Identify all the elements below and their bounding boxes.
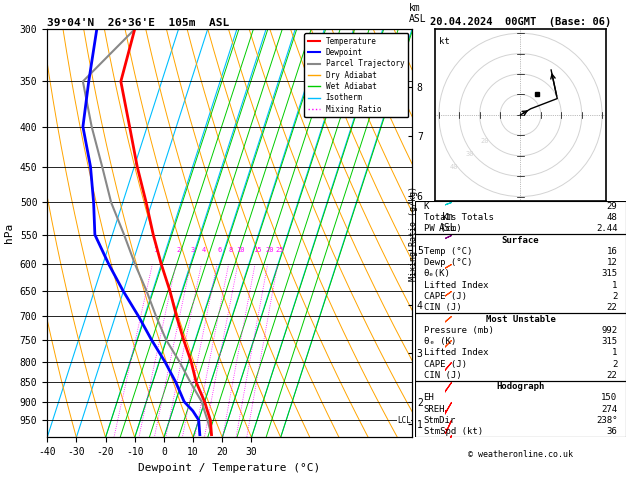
Text: PW (cm): PW (cm) (423, 225, 461, 233)
Text: 992: 992 (601, 326, 618, 335)
Text: Hodograph: Hodograph (496, 382, 545, 391)
Text: Temp (°C): Temp (°C) (423, 247, 472, 256)
Text: Mixing Ratio (g/kg): Mixing Ratio (g/kg) (409, 186, 418, 281)
Text: kt: kt (439, 37, 450, 46)
Text: 20.04.2024  00GMT  (Base: 06): 20.04.2024 00GMT (Base: 06) (430, 17, 611, 27)
Text: 1: 1 (612, 348, 618, 357)
Text: 10: 10 (236, 247, 244, 253)
Text: CIN (J): CIN (J) (423, 371, 461, 380)
Bar (415, 313, 626, 381)
Text: Surface: Surface (502, 236, 539, 244)
Text: Lifted Index: Lifted Index (423, 281, 488, 290)
Y-axis label: km
ASL: km ASL (439, 212, 457, 233)
Text: 150: 150 (601, 394, 618, 402)
X-axis label: Dewpoint / Temperature (°C): Dewpoint / Temperature (°C) (138, 463, 321, 473)
Text: 29: 29 (607, 202, 618, 211)
Text: km
ASL: km ASL (409, 3, 426, 24)
Text: 20: 20 (481, 138, 489, 144)
Text: CAPE (J): CAPE (J) (423, 360, 467, 368)
Text: © weatheronline.co.uk: © weatheronline.co.uk (468, 450, 573, 459)
Text: CIN (J): CIN (J) (423, 303, 461, 312)
Text: 15: 15 (253, 247, 262, 253)
Text: 48: 48 (607, 213, 618, 222)
Legend: Temperature, Dewpoint, Parcel Trajectory, Dry Adiabat, Wet Adiabat, Isotherm, Mi: Temperature, Dewpoint, Parcel Trajectory… (304, 33, 408, 117)
Text: 40: 40 (450, 164, 458, 171)
Y-axis label: hPa: hPa (4, 223, 14, 243)
Text: LCL: LCL (398, 416, 411, 425)
Text: StmDir: StmDir (423, 416, 456, 425)
Text: Most Unstable: Most Unstable (486, 314, 555, 324)
Text: 39°04'N  26°36'E  105m  ASL: 39°04'N 26°36'E 105m ASL (47, 18, 230, 28)
Text: 22: 22 (607, 371, 618, 380)
Text: 4: 4 (202, 247, 206, 253)
Text: 25: 25 (276, 247, 284, 253)
Text: 315: 315 (601, 269, 618, 278)
Text: 2: 2 (612, 360, 618, 368)
Text: 12: 12 (607, 258, 618, 267)
Text: 2.44: 2.44 (596, 225, 618, 233)
Text: K: K (423, 202, 429, 211)
Text: 8: 8 (229, 247, 233, 253)
Text: SREH: SREH (423, 405, 445, 414)
Text: Pressure (mb): Pressure (mb) (423, 326, 493, 335)
Bar (415, 201, 626, 234)
Text: 274: 274 (601, 405, 618, 414)
Text: 30: 30 (465, 151, 474, 157)
Text: θₑ(K): θₑ(K) (423, 269, 450, 278)
Text: 1: 1 (612, 281, 618, 290)
Text: 6: 6 (217, 247, 221, 253)
Bar (415, 234, 626, 313)
Text: 238°: 238° (596, 416, 618, 425)
Text: 22: 22 (607, 303, 618, 312)
Bar (415, 381, 626, 437)
Text: 315: 315 (601, 337, 618, 346)
Text: CAPE (J): CAPE (J) (423, 292, 467, 301)
Text: 2: 2 (612, 292, 618, 301)
Text: EH: EH (423, 394, 434, 402)
Text: 1: 1 (153, 247, 157, 253)
Text: 16: 16 (607, 247, 618, 256)
Text: StmSpd (kt): StmSpd (kt) (423, 427, 482, 436)
Text: 3: 3 (191, 247, 195, 253)
Text: 20: 20 (265, 247, 274, 253)
Text: Totals Totals: Totals Totals (423, 213, 493, 222)
Text: 2: 2 (176, 247, 181, 253)
Text: Lifted Index: Lifted Index (423, 348, 488, 357)
Text: Dewp (°C): Dewp (°C) (423, 258, 472, 267)
Text: θₑ (K): θₑ (K) (423, 337, 456, 346)
Text: 36: 36 (607, 427, 618, 436)
